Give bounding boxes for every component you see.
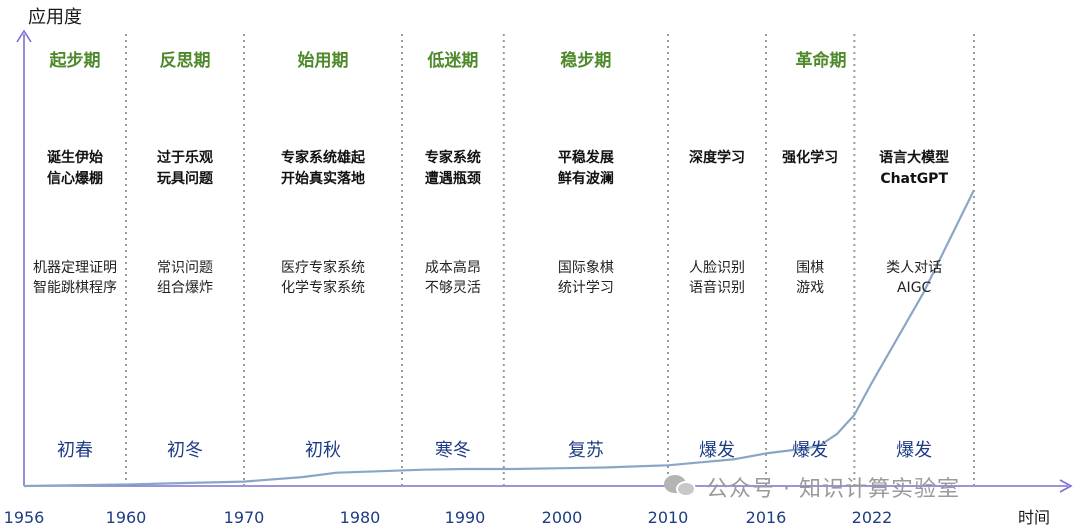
period-title: 稳步期: [560, 50, 611, 71]
period-events: 智能跳棋程序: [33, 280, 117, 296]
period-trend: 鲜有波澜: [558, 170, 614, 187]
x-tick-label: 1960: [106, 508, 147, 527]
x-axis-arrow-icon: [1059, 479, 1073, 493]
series-line: [23, 189, 975, 488]
period-trend: 深度学习: [689, 149, 745, 166]
period-title: 反思期: [160, 51, 211, 71]
period-events: 围棋: [796, 260, 824, 276]
period-trend: 诞生伊始: [47, 149, 103, 166]
period-title: 始用期: [298, 50, 349, 71]
period-season: 初春: [57, 440, 93, 461]
period-events: 人脸识别: [689, 260, 745, 276]
wechat-icon: [664, 473, 698, 501]
period-events: 组合爆炸: [157, 280, 213, 296]
period-trend: 过于乐观: [157, 149, 213, 166]
x-tick-label: 2022: [852, 508, 893, 527]
period-events: AIGC: [897, 280, 932, 296]
period-season: 爆发: [792, 440, 828, 461]
period-trend: 强化学习: [782, 149, 838, 166]
period-title: 革命期: [796, 50, 847, 71]
period-trend: ChatGPT: [880, 171, 948, 187]
period-season: 爆发: [896, 440, 932, 461]
period-trend: 语言大模型: [879, 149, 949, 166]
period-trend: 信心爆棚: [47, 170, 103, 187]
period-trend: 开始真实落地: [281, 170, 365, 187]
x-tick-label: 1980: [340, 508, 381, 527]
period-events: 统计学习: [558, 280, 614, 296]
x-tick-label: 2016: [746, 508, 787, 527]
period-events: 医疗专家系统: [281, 259, 365, 276]
period-events: 化学专家系统: [281, 279, 365, 296]
period-trend: 遭遇瓶颈: [425, 170, 481, 187]
period-events: 国际象棋: [558, 260, 614, 276]
x-axis-label: 时间: [1018, 508, 1050, 527]
period-events: 常识问题: [157, 260, 213, 276]
x-tick-label: 2000: [542, 508, 583, 527]
period-season: 复苏: [568, 440, 604, 461]
y-axis-label: 应用度: [28, 7, 82, 28]
watermark-text: 公众号 · 知识计算实验室: [706, 477, 960, 502]
period-events: 不够灵活: [425, 280, 481, 296]
period-season: 寒冬: [435, 440, 471, 461]
watermark: 公众号 · 知识计算实验室: [664, 470, 960, 504]
period-events: 类人对话: [886, 260, 942, 276]
period-trend: 专家系统: [425, 149, 481, 166]
period-trend: 专家系统雄起: [281, 149, 366, 166]
period-events: 成本高昂: [425, 259, 481, 276]
x-tick-label: 1970: [224, 508, 265, 527]
period-title: 起步期: [49, 50, 101, 71]
period-season: 初秋: [305, 440, 341, 461]
period-trend: 平稳发展: [558, 149, 614, 166]
period-trend: 玩具问题: [157, 170, 214, 187]
period-events: 语音识别: [689, 279, 745, 296]
period-title: 低迷期: [426, 50, 478, 71]
period-season: 爆发: [699, 440, 735, 461]
period-events: 游戏: [796, 280, 824, 296]
x-tick-label: 2010: [648, 508, 689, 527]
y-axis-arrow-icon: [16, 29, 32, 43]
period-season: 初冬: [167, 440, 203, 461]
period-events: 机器定理证明: [33, 260, 117, 276]
x-tick-label: 1956: [4, 508, 45, 527]
x-tick-label: 1990: [445, 508, 486, 527]
